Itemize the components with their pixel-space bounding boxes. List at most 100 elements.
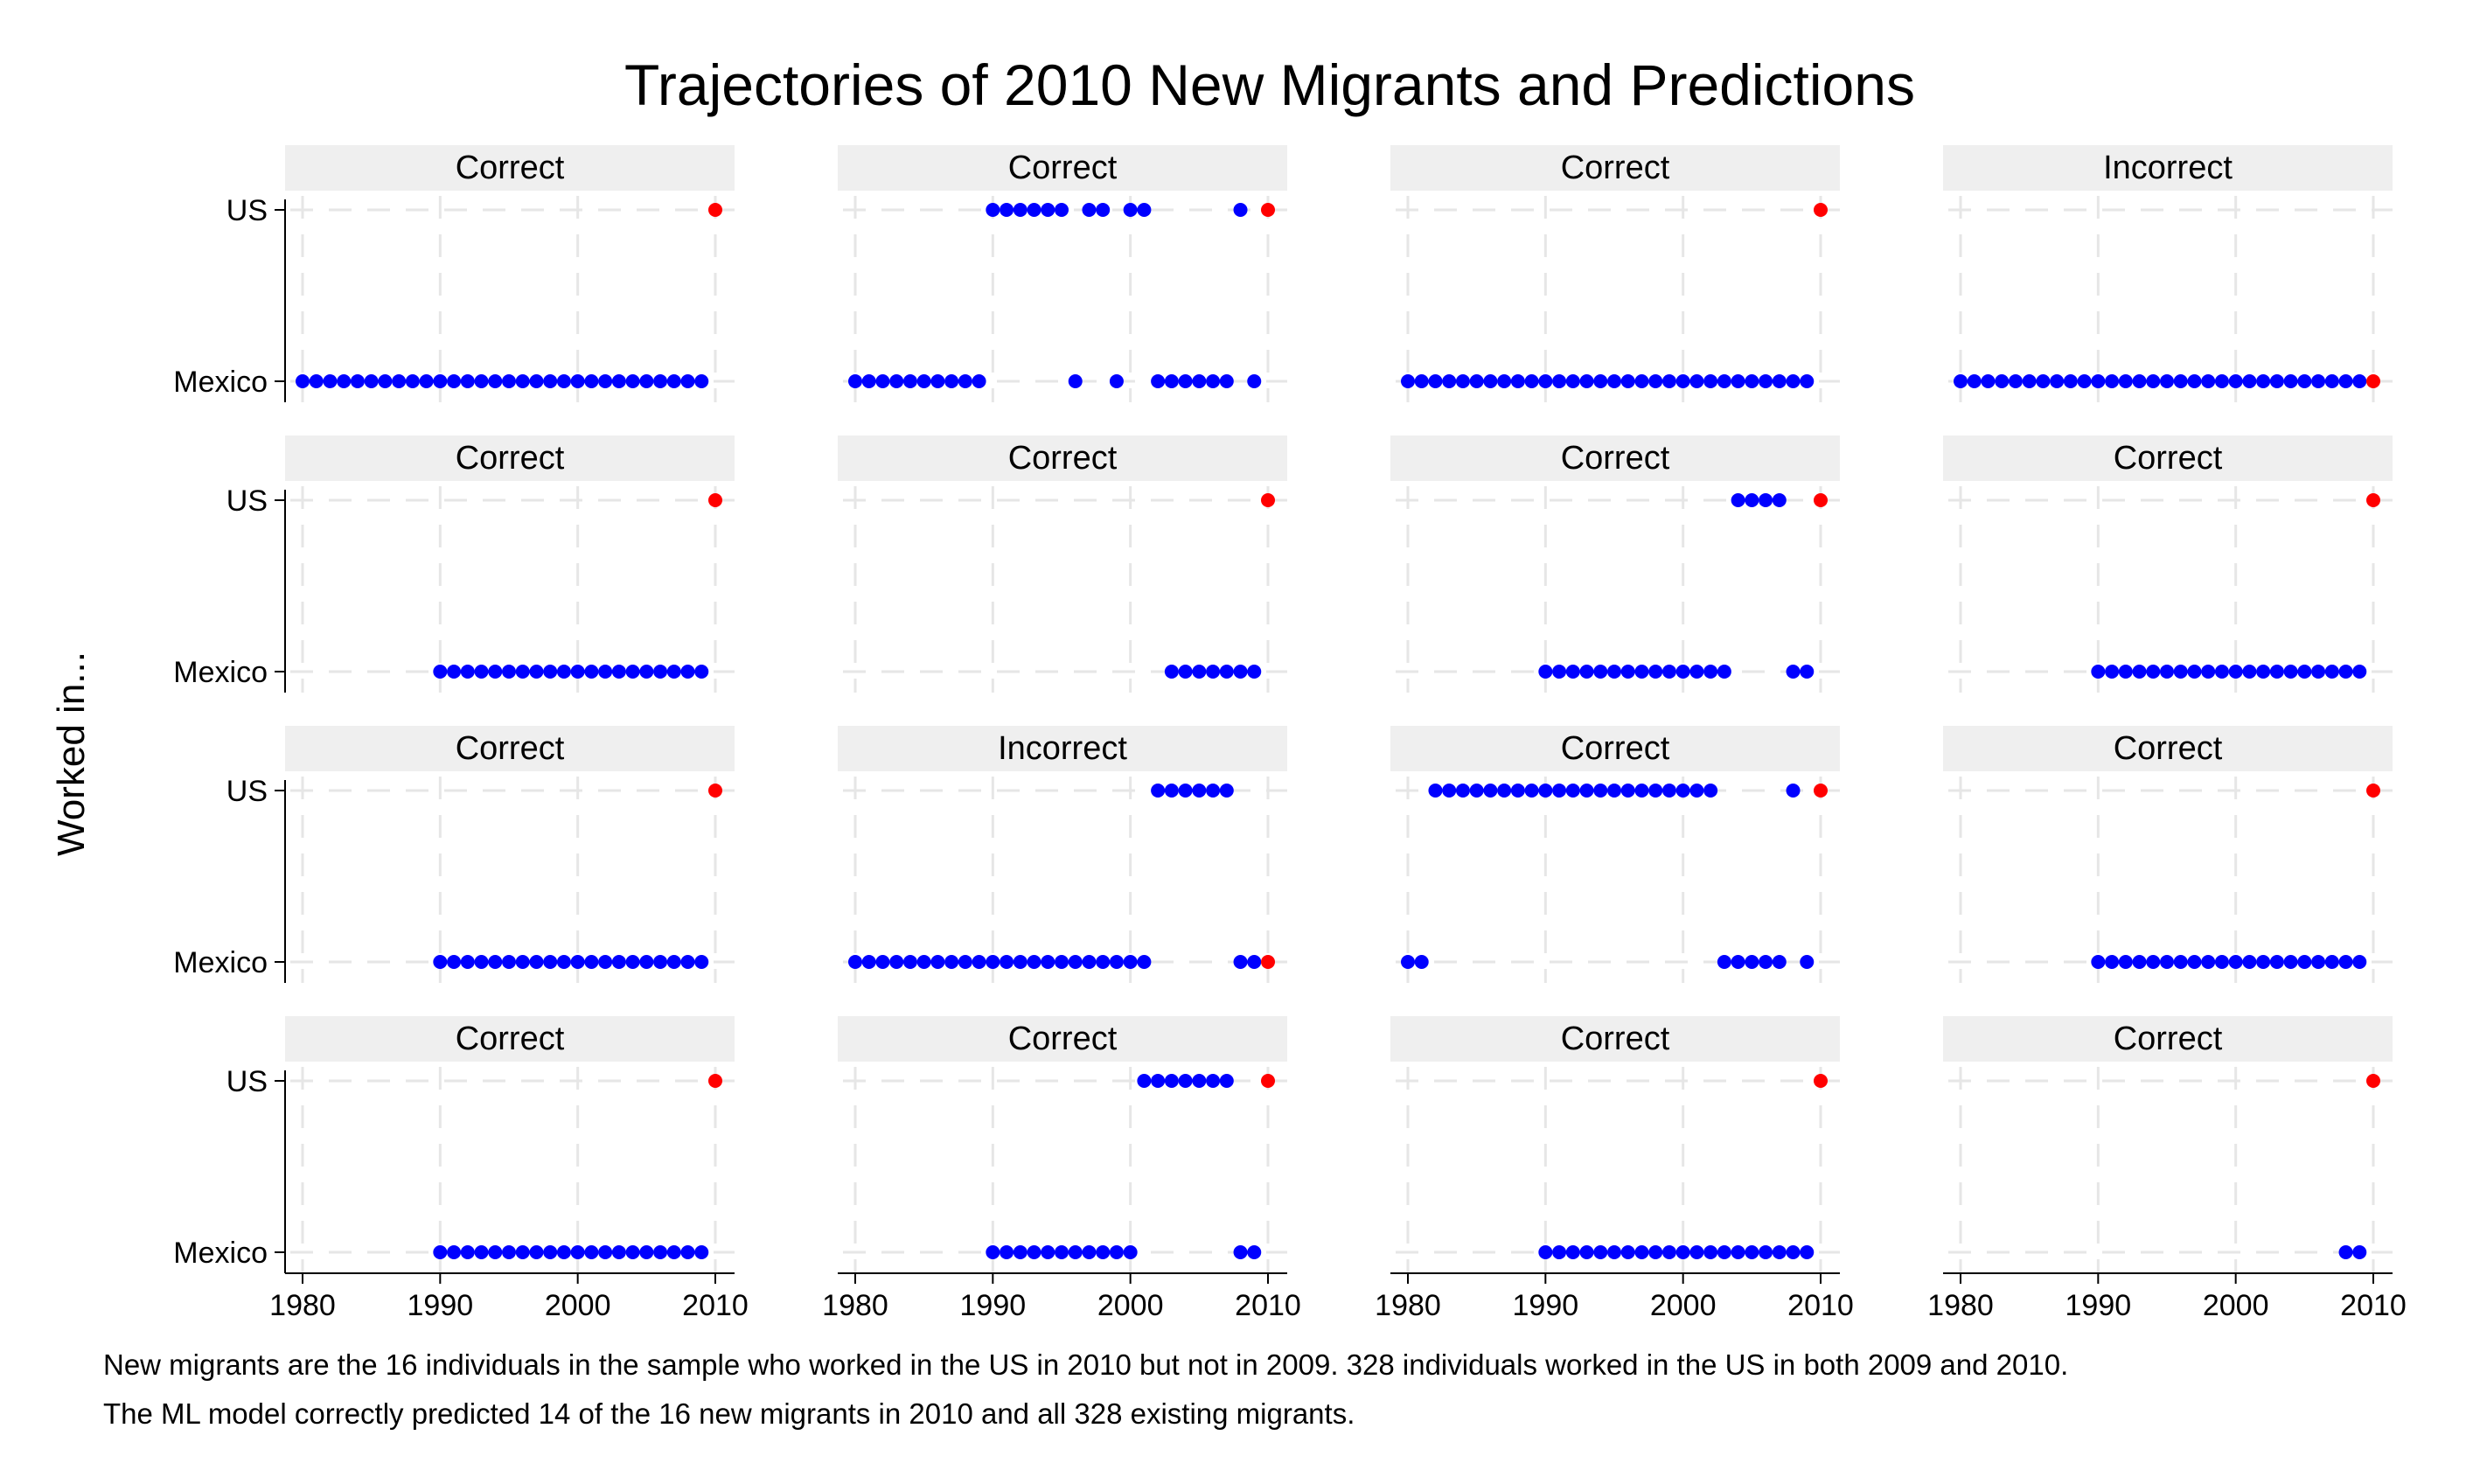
- point-mexico: [611, 1245, 626, 1259]
- x-tick-label: 1980: [1375, 1289, 1441, 1322]
- y-tick-label: US: [226, 1065, 268, 1098]
- point-us: [1219, 1074, 1234, 1088]
- x-tick-label: 2000: [2203, 1289, 2269, 1322]
- point-mexico: [2160, 955, 2174, 969]
- facet-strip: [285, 1016, 735, 1062]
- facet-panel: Correct: [1943, 435, 2393, 693]
- point-mexico: [2077, 374, 2092, 388]
- point-mexico: [930, 955, 945, 969]
- point-mexico: [2352, 1245, 2367, 1259]
- point-mexico: [1786, 665, 1801, 679]
- point-mexico: [1538, 374, 1553, 388]
- point-mexico: [350, 374, 365, 388]
- point-mexico: [405, 374, 420, 388]
- point-mexico: [1041, 955, 1055, 969]
- point-mexico: [556, 374, 571, 388]
- point-mexico: [1634, 1245, 1649, 1259]
- point-mexico: [2228, 374, 2243, 388]
- y-tick-label: Mexico: [173, 1237, 268, 1270]
- point-mexico: [598, 665, 613, 679]
- point-mexico: [433, 374, 448, 388]
- point-mexico: [1648, 1245, 1663, 1259]
- point-us: [1689, 784, 1704, 798]
- point-mexico: [529, 1245, 544, 1259]
- point-us: [1510, 784, 1525, 798]
- point-us: [1483, 784, 1498, 798]
- y-axis-label: Worked in...: [50, 651, 93, 856]
- point-prediction-2010: [2366, 374, 2380, 388]
- footnote-line-2: The ML model correctly predicted 14 of t…: [103, 1397, 1355, 1430]
- point-mexico: [1082, 1245, 1097, 1259]
- point-mexico: [1055, 955, 1069, 969]
- point-mexico: [2187, 374, 2202, 388]
- point-mexico: [944, 955, 959, 969]
- point-mexico: [598, 374, 613, 388]
- point-mexico: [1703, 374, 1718, 388]
- point-mexico: [1219, 665, 1234, 679]
- point-mexico: [433, 665, 448, 679]
- point-mexico: [1745, 374, 1759, 388]
- facet-panel: Incorrect: [838, 726, 1287, 983]
- point-mexico: [2242, 374, 2257, 388]
- point-mexico: [1717, 374, 1731, 388]
- point-mexico: [2118, 374, 2133, 388]
- x-tick-label: 2010: [2340, 1289, 2407, 1322]
- point-us: [1579, 784, 1594, 798]
- facet-panel: Correct: [838, 145, 1287, 402]
- point-mexico: [1206, 665, 1221, 679]
- facet-strip: [1390, 435, 1840, 481]
- point-mexico: [2187, 955, 2202, 969]
- point-mexico: [1442, 374, 1457, 388]
- point-mexico: [1675, 374, 1690, 388]
- point-mexico: [1151, 374, 1166, 388]
- point-mexico: [1401, 374, 1415, 388]
- point-mexico: [474, 374, 489, 388]
- point-mexico: [1414, 374, 1429, 388]
- point-us: [1565, 784, 1580, 798]
- point-mexico: [570, 374, 585, 388]
- point-mexico: [666, 955, 681, 969]
- point-us: [986, 203, 1000, 217]
- point-mexico: [958, 955, 972, 969]
- point-mexico: [1401, 955, 1415, 969]
- point-prediction-2010: [708, 203, 722, 217]
- point-mexico: [2160, 374, 2174, 388]
- point-mexico: [1552, 374, 1567, 388]
- point-mexico: [694, 665, 709, 679]
- point-mexico: [1552, 665, 1567, 679]
- point-mexico: [1247, 1245, 1262, 1259]
- point-mexico: [1759, 955, 1773, 969]
- point-mexico: [2283, 374, 2298, 388]
- point-mexico: [1109, 1245, 1124, 1259]
- point-mexico: [1538, 1245, 1553, 1259]
- point-mexico: [2297, 665, 2312, 679]
- facet-strip: [838, 726, 1287, 771]
- facet-label: Correct: [2114, 440, 2223, 477]
- point-us: [1082, 203, 1097, 217]
- point-mexico: [1109, 955, 1124, 969]
- point-prediction-2010: [2366, 784, 2380, 798]
- point-mexico: [902, 374, 917, 388]
- point-mexico: [515, 955, 530, 969]
- y-tick-label: US: [226, 484, 268, 518]
- point-mexico: [1703, 665, 1718, 679]
- point-mexico: [889, 955, 904, 969]
- point-mexico: [1620, 1245, 1635, 1259]
- x-tick-label: 2010: [1235, 1289, 1301, 1322]
- point-us: [1206, 1074, 1221, 1088]
- facet-panel: Correct 1980 1990 2000 2010: [1375, 1016, 1854, 1322]
- point-mexico: [570, 955, 585, 969]
- point-us: [1233, 203, 1248, 217]
- point-mexico: [666, 1245, 681, 1259]
- point-mexico: [1689, 665, 1704, 679]
- point-mexico: [2338, 1245, 2353, 1259]
- point-us: [1151, 784, 1166, 798]
- point-mexico: [2160, 665, 2174, 679]
- facet-strip: [1943, 435, 2393, 481]
- y-tick-label: US: [226, 194, 268, 227]
- point-us: [1219, 784, 1234, 798]
- point-mexico: [1620, 665, 1635, 679]
- point-mexico: [584, 374, 599, 388]
- point-mexico: [1607, 374, 1621, 388]
- point-mexico: [2105, 665, 2120, 679]
